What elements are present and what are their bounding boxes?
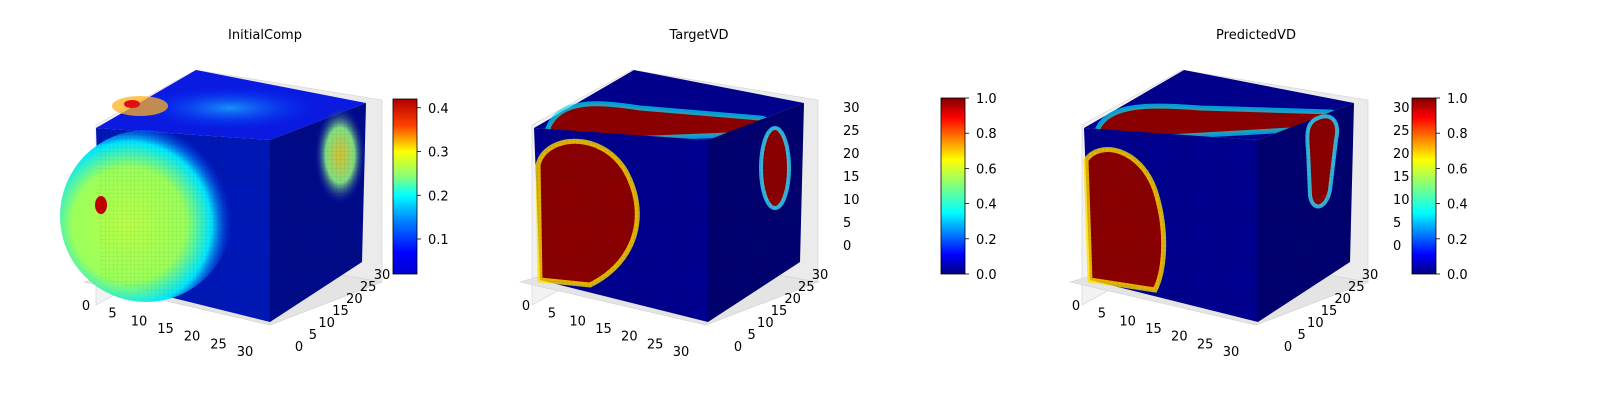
x-tick-label: 20 xyxy=(184,330,201,345)
panel-predictedvd xyxy=(1068,69,1437,326)
colorbar xyxy=(392,98,418,275)
x-tick-label: 0 xyxy=(522,299,530,314)
x-tick-label: 10 xyxy=(569,314,586,329)
z-tick-label: 5 xyxy=(1393,216,1401,231)
x-tick-label: 0 xyxy=(1072,299,1080,314)
front-voxel-grid xyxy=(96,128,270,322)
z-tick-label: 15 xyxy=(843,170,860,185)
z-tick-label: 25 xyxy=(1393,124,1410,139)
z-tick-label: 0 xyxy=(1393,239,1401,254)
y-tick-label: 0 xyxy=(295,340,303,355)
colorbar-tick-label: 0.1 xyxy=(428,233,449,248)
z-tick-label: 20 xyxy=(1393,147,1410,162)
z-tick-label: 5 xyxy=(843,216,851,231)
y-tick-label: 15 xyxy=(1321,304,1338,319)
colorbar-tick-label: 0.0 xyxy=(1447,268,1468,283)
x-tick-label: 25 xyxy=(210,337,227,352)
chart-title: InitialComp xyxy=(228,28,302,43)
colorbar-tick-label: 0.2 xyxy=(976,233,997,248)
top-red-spot xyxy=(124,100,140,108)
y-tick-label: 10 xyxy=(318,316,335,331)
z-tick-label: 0 xyxy=(843,239,851,254)
x-tick-label: 30 xyxy=(673,345,690,360)
y-tick-label: 5 xyxy=(1298,328,1306,343)
x-tick-label: 5 xyxy=(1098,307,1106,322)
chart-title: PredictedVD xyxy=(1216,28,1296,43)
colorbar xyxy=(1411,97,1437,275)
front-voxel-grid xyxy=(534,128,708,322)
y-tick-label: 30 xyxy=(1362,268,1379,283)
colorbar-tick-label: 1.0 xyxy=(1447,92,1468,107)
colorbar xyxy=(940,97,966,275)
y-tick-label: 15 xyxy=(771,304,788,319)
top-blue-band xyxy=(140,86,320,130)
colorbar-tick-label: 0.4 xyxy=(1447,198,1468,213)
colorbar-tick-label: 0.3 xyxy=(428,146,449,161)
colorbar-tick-label: 0.6 xyxy=(1447,162,1468,177)
x-tick-label: 10 xyxy=(131,314,148,329)
colorbar-tick-label: 0.8 xyxy=(1447,127,1468,142)
x-tick-label: 10 xyxy=(1119,314,1136,329)
x-tick-label: 30 xyxy=(1223,345,1240,360)
y-tick-label: 20 xyxy=(346,292,363,307)
colorbar-tick-label: 1.0 xyxy=(976,92,997,107)
colorbar-tick-label: 0.4 xyxy=(976,198,997,213)
colorbar-tick-label: 0.4 xyxy=(428,102,449,117)
colorbar-tick-label: 0.2 xyxy=(428,189,449,204)
x-tick-label: 5 xyxy=(548,307,556,322)
colorbar-tick-label: 0.0 xyxy=(976,268,997,283)
panel-targetvd xyxy=(518,69,966,326)
x-tick-label: 25 xyxy=(647,337,664,352)
z-tick-label: 30 xyxy=(1393,101,1410,116)
z-tick-label: 15 xyxy=(1393,170,1410,185)
y-tick-label: 0 xyxy=(734,340,742,355)
x-tick-label: 25 xyxy=(1197,337,1214,352)
panel-initialcomp xyxy=(60,69,418,326)
y-tick-label: 30 xyxy=(812,268,829,283)
z-tick-label: 30 xyxy=(843,101,860,116)
top-hot-spot xyxy=(112,96,168,116)
colorbar-tick-label: 0.8 xyxy=(976,127,997,142)
x-tick-label: 30 xyxy=(237,345,254,360)
z-tick-label: 10 xyxy=(1393,193,1410,208)
y-tick-label: 0 xyxy=(1284,340,1292,355)
y-tick-label: 20 xyxy=(1334,292,1351,307)
side-voxel-grid xyxy=(1258,103,1354,322)
y-tick-label: 10 xyxy=(757,316,774,331)
y-tick-label: 5 xyxy=(309,328,317,343)
y-tick-label: 25 xyxy=(1348,280,1365,295)
z-tick-label: 25 xyxy=(843,124,860,139)
y-tick-label: 10 xyxy=(1307,316,1324,331)
z-tick-label: 20 xyxy=(843,147,860,162)
colorbar-tick-label: 0.6 xyxy=(976,162,997,177)
x-tick-label: 0 xyxy=(82,299,90,314)
y-tick-label: 20 xyxy=(784,292,801,307)
z-tick-label: 10 xyxy=(843,193,860,208)
x-tick-label: 20 xyxy=(1171,330,1188,345)
side-voxel-grid xyxy=(270,103,366,322)
x-tick-label: 15 xyxy=(1145,322,1162,337)
side-voxel-grid xyxy=(708,103,804,322)
y-tick-label: 5 xyxy=(748,328,756,343)
front-red-spot xyxy=(95,196,107,214)
x-tick-label: 15 xyxy=(595,322,612,337)
front-voxel-grid xyxy=(1084,128,1258,322)
chart-title: TargetVD xyxy=(668,28,728,43)
x-tick-label: 20 xyxy=(621,330,638,345)
colorbar-tick-label: 0.2 xyxy=(1447,233,1468,248)
y-tick-label: 15 xyxy=(332,304,349,319)
x-tick-label: 15 xyxy=(157,322,174,337)
y-tick-label: 30 xyxy=(374,268,391,283)
y-tick-label: 25 xyxy=(360,280,377,295)
y-tick-label: 25 xyxy=(798,280,815,295)
x-tick-label: 5 xyxy=(108,307,116,322)
